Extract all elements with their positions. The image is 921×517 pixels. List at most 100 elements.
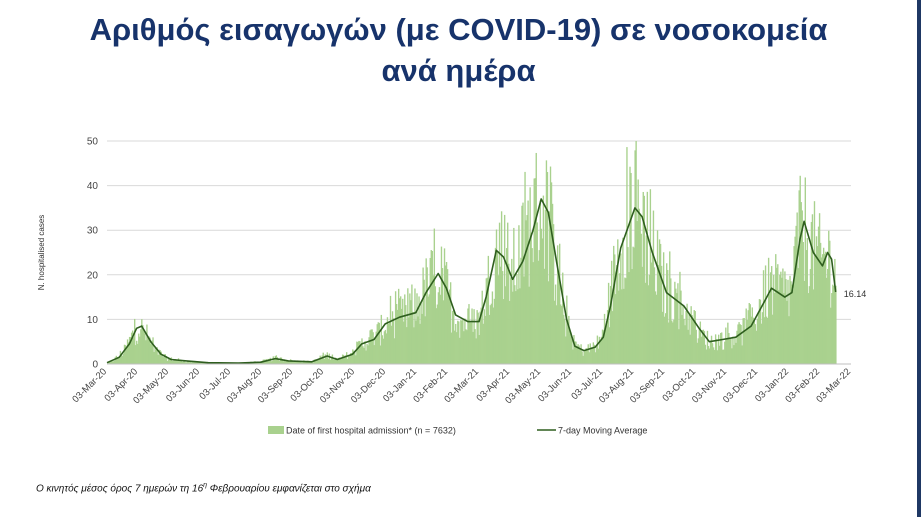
daily-admission-bar [730, 338, 732, 364]
daily-admission-bar [678, 329, 680, 364]
daily-admission-bar [181, 361, 184, 364]
daily-admission-bar [120, 353, 123, 364]
daily-admission-bar [652, 210, 655, 364]
daily-admission-bar [205, 362, 207, 364]
daily-admission-bar [252, 362, 254, 364]
daily-admission-bar [324, 354, 326, 364]
daily-admission-bar [545, 160, 548, 364]
daily-admission-bar [756, 318, 759, 364]
moving-average-layer [106, 198, 837, 364]
daily-admission-bar [311, 361, 313, 364]
daily-admission-bar [508, 263, 510, 364]
daily-admission-bar [284, 361, 287, 364]
daily-admission-bar [581, 351, 583, 364]
daily-admission-bar [318, 358, 320, 364]
daily-admission-bar [733, 345, 735, 364]
daily-admission-bar [565, 336, 567, 364]
daily-admission-bar [524, 171, 526, 364]
daily-admission-bar [187, 360, 189, 364]
daily-admission-bar [137, 343, 139, 364]
daily-admission-bar [441, 268, 444, 364]
daily-admission-bar [160, 351, 162, 364]
daily-admission-bar [820, 257, 823, 364]
daily-admission-bar [831, 293, 833, 364]
daily-admission-bar [576, 346, 578, 364]
daily-admission-bar [690, 306, 692, 364]
daily-admission-bar [830, 307, 832, 364]
daily-admission-bar [761, 312, 764, 364]
y-tick-label: 50 [87, 137, 99, 148]
daily-admission-bar [794, 236, 796, 364]
daily-admission-bar [719, 345, 721, 364]
daily-admission-bar [789, 275, 791, 364]
daily-admission-bar [819, 242, 822, 364]
daily-admission-bar [327, 358, 330, 364]
daily-admission-bar [389, 295, 392, 364]
daily-admission-bar [669, 251, 671, 364]
chart-title-line-1: Αριθμός εισαγωγών (με COVID-19) σε νοσοκ… [89, 12, 828, 47]
daily-admission-bar [628, 272, 630, 364]
daily-admission-bar [675, 288, 677, 364]
daily-admission-bar [425, 258, 427, 364]
slide-right-border [917, 0, 921, 517]
daily-admission-bar [293, 361, 295, 364]
axes: 0102030405016.1403-Mar-2003-Apr-2003-May… [37, 137, 866, 407]
y-tick-label: 0 [92, 360, 98, 371]
daily-admission-bar [356, 341, 358, 364]
daily-admission-bar [683, 318, 685, 364]
daily-admission-bar [625, 278, 627, 364]
daily-admission-bar [471, 308, 473, 364]
daily-admission-bar [509, 300, 511, 364]
daily-admission-bar [490, 303, 493, 364]
daily-admission-bar [149, 337, 151, 364]
daily-admission-bar [459, 337, 461, 364]
daily-admission-bar [429, 257, 431, 364]
daily-admission-bar [354, 352, 356, 364]
daily-admission-bar [422, 267, 424, 364]
daily-admission-bar [699, 321, 702, 364]
daily-admission-bar [381, 335, 384, 364]
daily-admission-bar [833, 285, 835, 364]
daily-admission-bar [680, 290, 682, 364]
daily-admission-bar [322, 352, 324, 364]
daily-admission-bar [722, 349, 724, 364]
daily-admission-bar [391, 311, 394, 364]
daily-admission-bar [301, 362, 303, 364]
daily-admission-bar [328, 353, 331, 364]
daily-admission-bar [579, 349, 581, 364]
daily-admission-bar [353, 350, 355, 364]
daily-admission-bar [259, 362, 261, 364]
daily-admission-bar [646, 191, 649, 364]
daily-admission-bar [329, 359, 332, 364]
daily-admission-bar [583, 351, 585, 364]
daily-admission-bar [559, 243, 561, 364]
daily-admission-bar [152, 337, 154, 364]
daily-admission-bar [277, 360, 280, 364]
daily-admission-bar [816, 246, 819, 364]
daily-admission-bar [340, 358, 343, 364]
daily-admission-bar [485, 278, 487, 364]
daily-admission-bar [442, 300, 445, 364]
daily-admission-bar [376, 324, 378, 364]
daily-admission-bar [321, 355, 323, 364]
daily-admission-bar [142, 325, 144, 364]
daily-admission-bar [312, 362, 314, 364]
daily-admission-bar [433, 228, 436, 364]
daily-admission-bar [599, 340, 602, 364]
daily-admission-bar [542, 195, 545, 364]
daily-admission-bar [635, 141, 637, 364]
daily-admission-bar [172, 360, 175, 364]
daily-admission-bar [202, 362, 204, 364]
daily-admission-bar [522, 202, 524, 364]
daily-admission-bar [658, 239, 661, 364]
daily-admission-bar [128, 336, 131, 364]
daily-admission-bar [454, 330, 456, 364]
daily-admission-bar [112, 361, 114, 364]
daily-admission-bar [279, 357, 282, 364]
daily-admission-bar [398, 298, 401, 364]
daily-admission-bar [474, 329, 476, 364]
daily-admission-bar [778, 290, 780, 364]
y-tick-label: 40 [87, 181, 99, 192]
daily-admission-bar [115, 355, 118, 364]
daily-admission-bar [671, 320, 673, 364]
